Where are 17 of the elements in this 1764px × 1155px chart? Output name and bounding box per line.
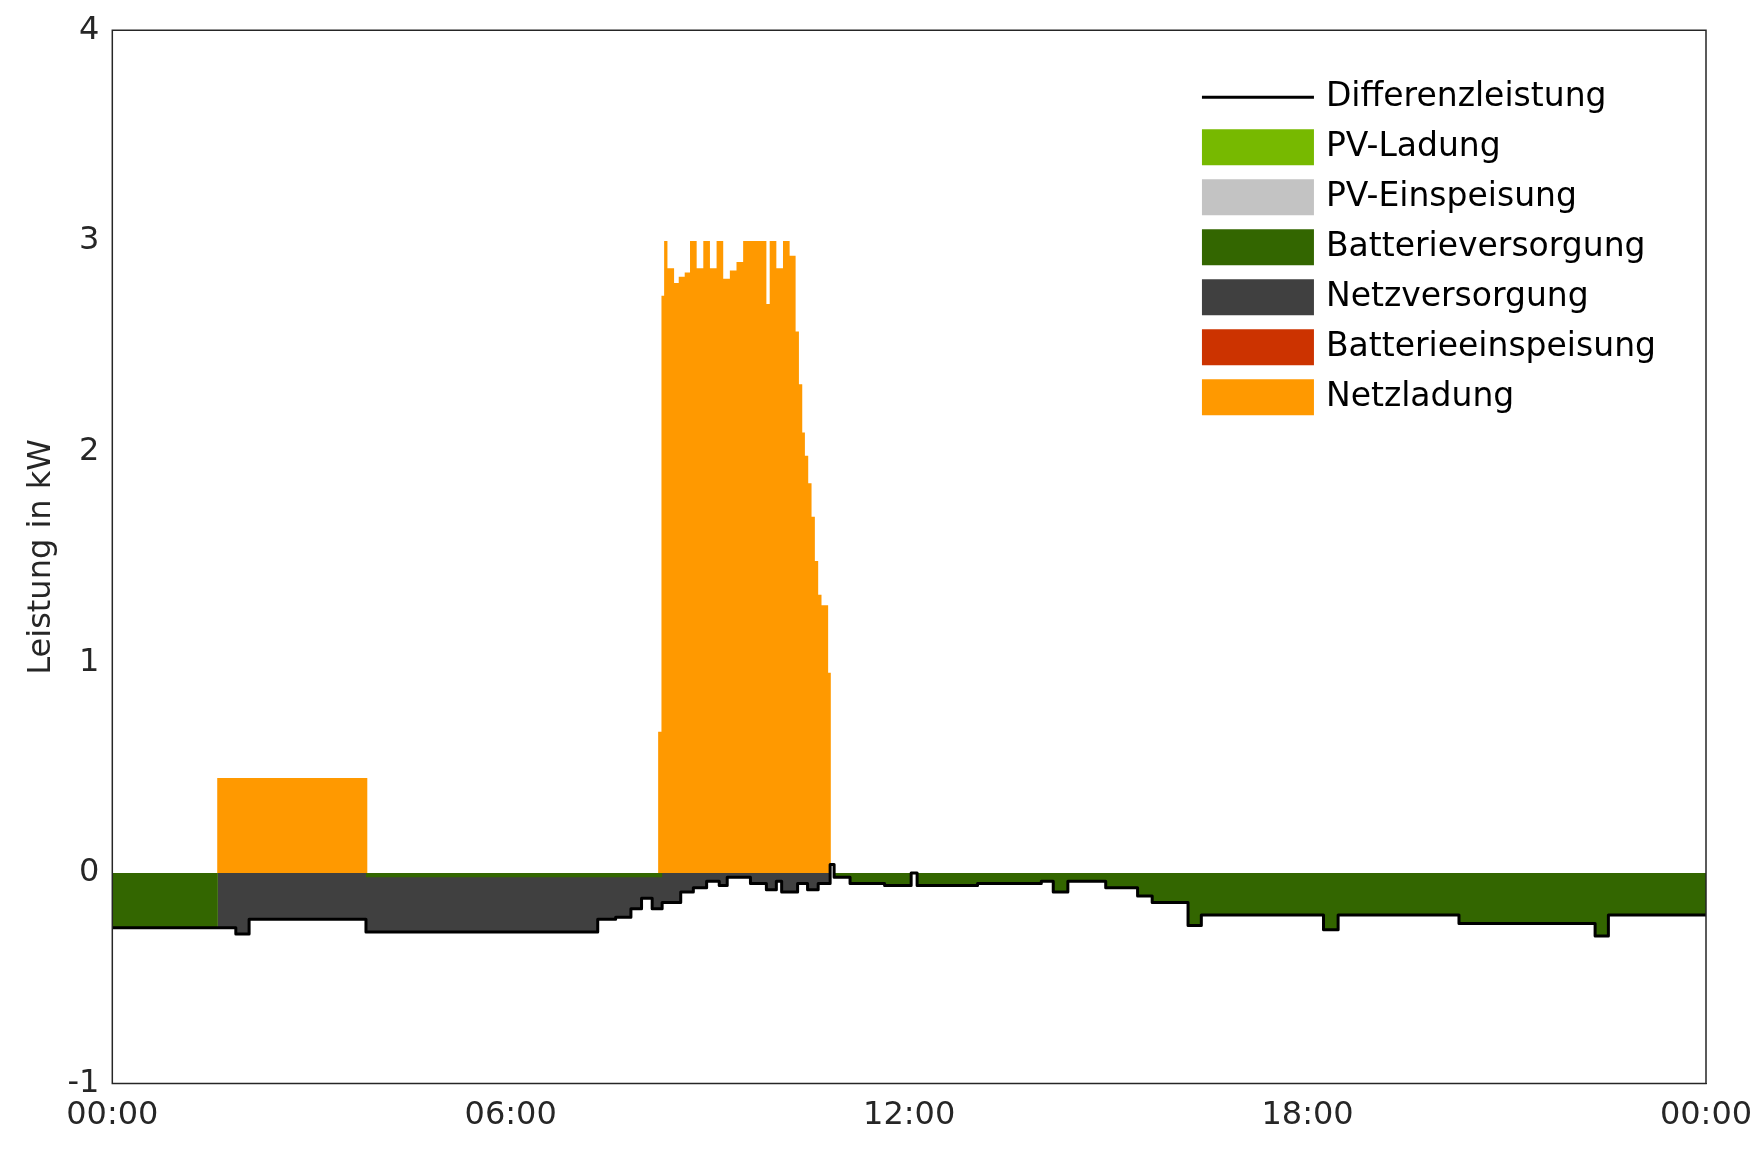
- y-tick-label: 1: [78, 640, 100, 679]
- y-tick-label: 3: [78, 219, 100, 258]
- legend-label: Netzladung: [1325, 374, 1515, 414]
- y-tick-label: 4: [78, 8, 100, 47]
- legend-label: PV-Einspeisung: [1325, 174, 1577, 214]
- legend-label: PV-Ladung: [1325, 124, 1501, 164]
- x-tick-label: 12:00: [863, 1094, 956, 1133]
- y-tick-label: 0: [78, 851, 100, 890]
- x-tick-label: 00:00: [1659, 1094, 1753, 1133]
- legend-label: Batterieeinspeisung: [1325, 324, 1657, 364]
- x-tick-label: 06:00: [464, 1094, 557, 1133]
- legend-label: Netzversorgung: [1325, 274, 1589, 314]
- legend-label: Batterieversorgung: [1325, 224, 1646, 264]
- x-tick-label: 18:00: [1261, 1094, 1354, 1133]
- y-axis-title: Leistung in kW: [19, 439, 58, 675]
- legend-label: Differenzleistung: [1325, 74, 1607, 114]
- y-tick-label: 2: [78, 429, 100, 468]
